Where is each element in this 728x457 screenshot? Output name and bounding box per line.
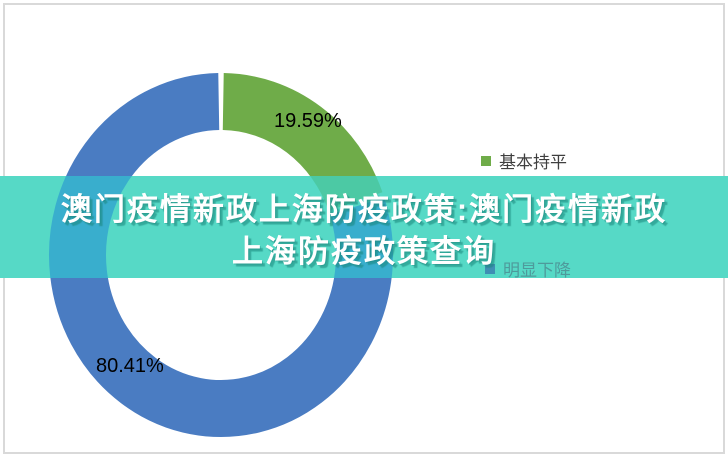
legend-label-stable: 基本持平 bbox=[499, 153, 567, 172]
data-label-blue: 80.41% bbox=[96, 355, 164, 377]
legend-label-decline: 明显下降 bbox=[503, 261, 571, 278]
legend-swatch-blue-icon bbox=[485, 263, 495, 274]
legend-item-decline: 明显下降 bbox=[485, 256, 571, 278]
legend-item-stable: 基本持平 bbox=[481, 148, 567, 173]
legend-swatch-green-icon bbox=[481, 155, 491, 166]
headline-line-2: 上海防疫政策查询 bbox=[232, 234, 496, 269]
headline-text: 澳门疫情新政上海防疫政策:澳门疫情新政 上海防疫政策查询 bbox=[0, 176, 728, 278]
headline-banner: 明显下降 澳门疫情新政上海防疫政策:澳门疫情新政 上海防疫政策查询 bbox=[0, 176, 728, 278]
headline-line-1: 澳门疫情新政上海防疫政策:澳门疫情新政 bbox=[60, 192, 668, 227]
data-label-green: 19.59% bbox=[274, 110, 342, 132]
donut-segment-blue bbox=[49, 73, 393, 437]
donut-chart-tinted-overlay bbox=[49, 176, 393, 278]
donut-segment-green-tinted bbox=[310, 176, 383, 212]
